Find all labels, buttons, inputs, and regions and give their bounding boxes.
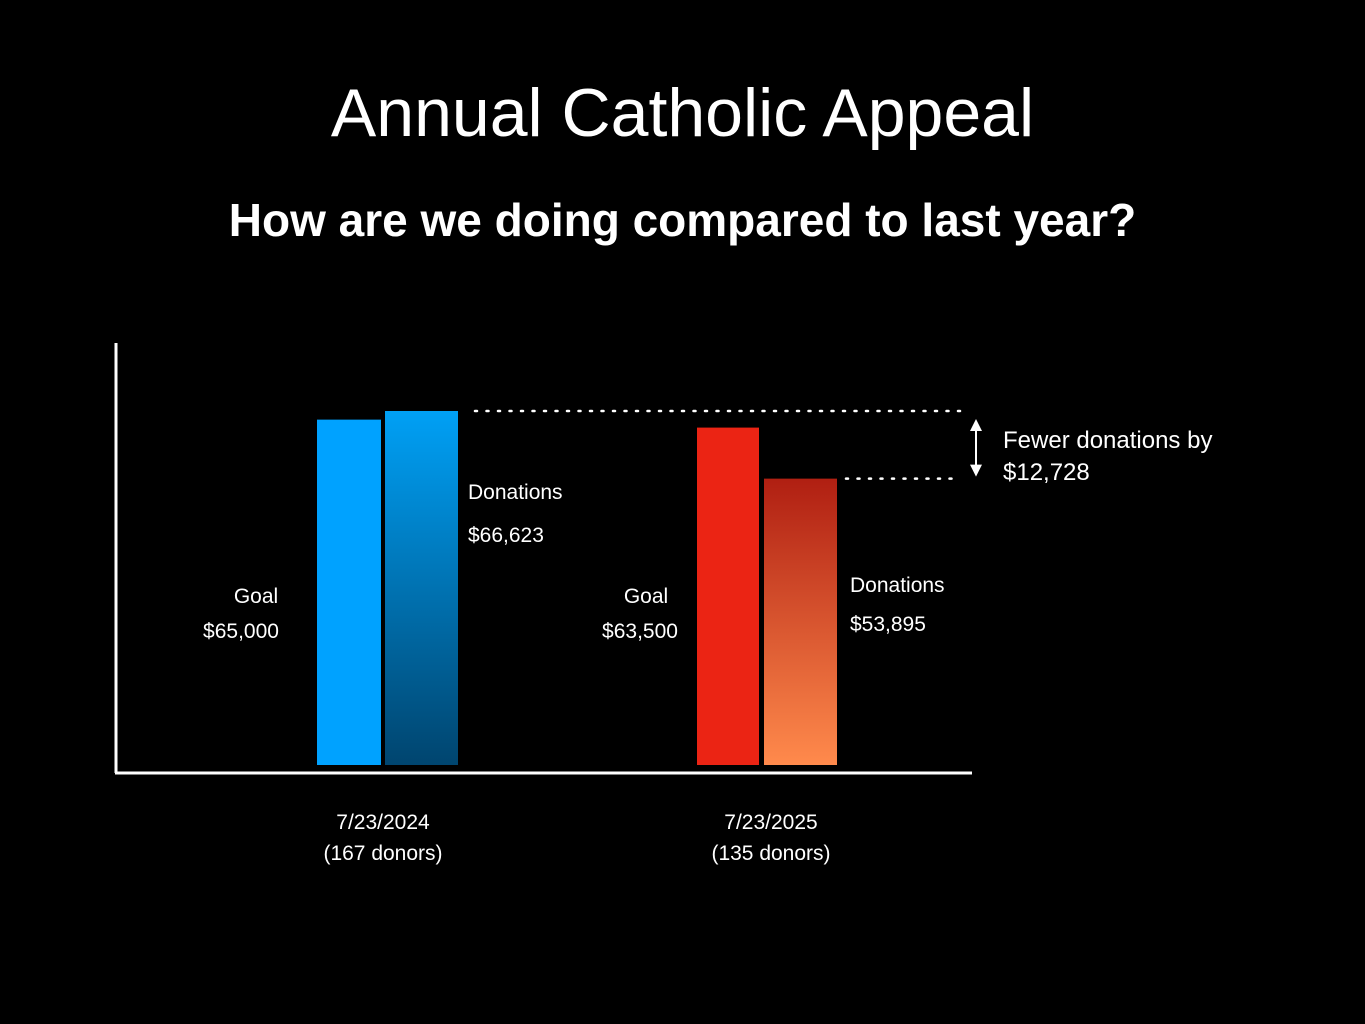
donations-label-2: Donations <box>850 574 945 597</box>
goal-value-2: $63,500 <box>602 620 678 643</box>
x-tick-donors-1: (167 donors) <box>323 842 442 865</box>
donations-value-1: $66,623 <box>468 524 544 547</box>
chart-title: Annual Catholic Appeal <box>330 75 1035 151</box>
donations-bar-2 <box>764 478 837 765</box>
goal-label-2: Goal <box>624 585 668 608</box>
x-tick-date-1: 7/23/2024 <box>336 811 430 834</box>
donations-value-2: $53,895 <box>850 613 926 636</box>
difference-arrow-head-up <box>970 419 982 431</box>
x-tick-donors-2: (135 donors) <box>711 842 830 865</box>
annotation-line-2: $12,728 <box>1003 459 1090 486</box>
x-tick-date-2: 7/23/2025 <box>724 811 817 834</box>
goal-value-1: $65,000 <box>203 620 279 643</box>
goal-bar-2 <box>697 427 759 765</box>
difference-arrow-head-down <box>970 464 982 477</box>
annotation-line-1: Fewer donations by <box>1003 427 1212 454</box>
donations-bar-1 <box>385 411 458 765</box>
donations-label-1: Donations <box>468 481 563 504</box>
goal-label-1: Goal <box>234 585 278 608</box>
chart-subtitle: How are we doing compared to last year? <box>228 194 1137 246</box>
goal-bar-1 <box>317 419 381 765</box>
